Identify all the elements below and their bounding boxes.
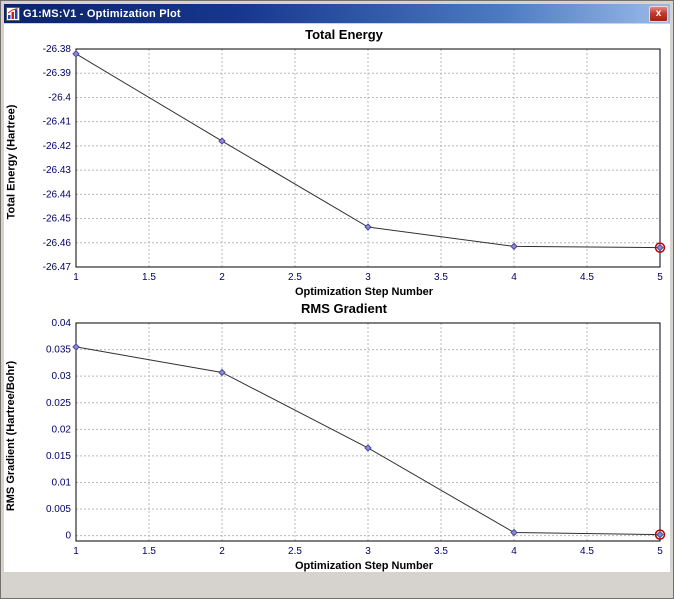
x-axis-label: Optimization Step Number [294, 560, 434, 572]
svg-text:3: 3 [365, 272, 371, 283]
svg-text:-26.42: -26.42 [43, 141, 72, 152]
svg-text:-26.38: -26.38 [43, 44, 72, 55]
chart-title: Total Energy [305, 27, 383, 42]
svg-text:1: 1 [73, 272, 79, 283]
svg-text:-26.46: -26.46 [43, 238, 72, 249]
rms-gradient-plot: 1 1.5 2 2.5 3 3.5 4 4.5 5 0.04 0.035 0.03 0.025 0.02 0… [46, 318, 666, 557]
svg-text:-26.47: -26.47 [43, 262, 72, 273]
svg-text:3: 3 [365, 546, 371, 557]
svg-text:-26.39: -26.39 [43, 68, 72, 79]
title-bar[interactable]: G1:MS:V1 - Optimization Plot x [4, 4, 670, 23]
svg-text:2: 2 [219, 546, 225, 557]
close-button[interactable]: x [649, 5, 668, 22]
svg-text:1.5: 1.5 [142, 272, 156, 283]
svg-text:-26.43: -26.43 [43, 165, 72, 176]
svg-text:4.5: 4.5 [580, 546, 594, 557]
y-axis-label: RMS Gradient (Hartree/Bohr) [5, 360, 18, 512]
svg-text:5: 5 [657, 272, 663, 283]
svg-text:1.5: 1.5 [142, 546, 156, 557]
client-area: Total Energy Total Energy (Hartree) 1 1.5… [4, 24, 670, 572]
app-icon [6, 6, 20, 21]
svg-text:-26.4: -26.4 [48, 92, 71, 103]
svg-text:0.015: 0.015 [46, 451, 71, 462]
total-energy-plot: 1 1.5 2 2.5 3 3.5 4 4.5 5 -26.38 -26.39 -26.4 -26.41… [43, 44, 666, 283]
svg-text:4.5: 4.5 [580, 272, 594, 283]
svg-text:3.5: 3.5 [434, 272, 448, 283]
svg-text:0.01: 0.01 [52, 478, 72, 489]
svg-text:4: 4 [511, 546, 517, 557]
svg-text:2.5: 2.5 [288, 546, 302, 557]
svg-text:5: 5 [657, 546, 663, 557]
svg-text:0.025: 0.025 [46, 398, 71, 409]
chart-panel-rms-gradient: RMS Gradient RMS Gradient (Hartree/Bohr)… [4, 298, 670, 572]
svg-text:0.03: 0.03 [52, 371, 72, 382]
svg-text:0: 0 [65, 531, 71, 542]
chart-panel-total-energy: Total Energy Total Energy (Hartree) 1 1.5… [4, 24, 670, 298]
chart-title: RMS Gradient [301, 301, 387, 316]
x-axis-label: Optimization Step Number [294, 286, 434, 298]
window-title: G1:MS:V1 - Optimization Plot [23, 7, 181, 20]
svg-text:-26.41: -26.41 [43, 117, 72, 128]
svg-text:0.005: 0.005 [46, 504, 71, 515]
y-axis-label: Total Energy (Hartree) [5, 104, 17, 220]
svg-text:2.5: 2.5 [288, 272, 302, 283]
svg-text:-26.44: -26.44 [43, 189, 72, 200]
svg-text:1: 1 [73, 546, 79, 557]
svg-text:4: 4 [511, 272, 517, 283]
svg-text:3.5: 3.5 [434, 546, 448, 557]
svg-text:0.02: 0.02 [52, 424, 72, 435]
svg-text:0.035: 0.035 [46, 345, 71, 356]
svg-text:0.04: 0.04 [52, 318, 72, 329]
svg-text:2: 2 [219, 272, 225, 283]
svg-text:-26.45: -26.45 [43, 214, 72, 225]
